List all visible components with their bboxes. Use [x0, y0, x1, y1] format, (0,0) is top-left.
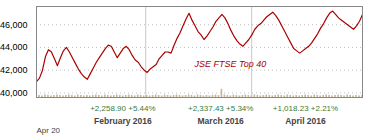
- svg-text:February 2016: February 2016: [94, 116, 152, 126]
- svg-text:46,000: 46,000: [0, 20, 28, 30]
- svg-text:44,000: 44,000: [0, 42, 28, 52]
- svg-text:42,000: 42,000: [0, 65, 28, 75]
- svg-text:+2,337.43 +5.34%: +2,337.43 +5.34%: [188, 104, 253, 113]
- svg-text:+2,258.90 +5.44%: +2,258.90 +5.44%: [90, 104, 155, 113]
- svg-text:40,000: 40,000: [0, 88, 28, 98]
- svg-text:April 2016: April 2016: [285, 116, 326, 126]
- svg-text:March 2016: March 2016: [198, 116, 245, 126]
- svg-text:+1,018.23 +2.21%: +1,018.23 +2.21%: [273, 104, 338, 113]
- svg-text:JSE FTSE Top 40: JSE FTSE Top 40: [194, 59, 267, 69]
- svg-text:Apr 20: Apr 20: [37, 126, 61, 135]
